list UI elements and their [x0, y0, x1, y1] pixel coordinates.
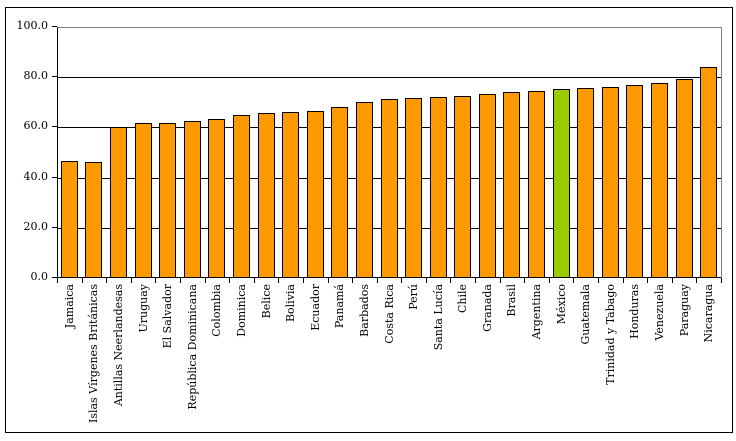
bar: [208, 119, 225, 278]
x-axis-label: Antillas Neerlandesas: [112, 284, 125, 407]
bar: [85, 162, 102, 278]
x-axis-tick: [205, 278, 206, 283]
bar: [503, 92, 520, 278]
bar: [479, 94, 496, 278]
y-axis-tick: [52, 126, 57, 127]
x-axis-label: Granada: [481, 284, 494, 332]
bar: [626, 85, 643, 278]
x-axis-label: Barbados: [358, 284, 371, 337]
x-axis-label: México: [555, 284, 568, 325]
x-axis-label: Perú: [407, 284, 420, 310]
x-axis-label: Brasil: [505, 284, 518, 317]
x-axis-tick: [549, 278, 550, 283]
bar: [577, 88, 594, 278]
bar: [331, 107, 348, 278]
x-axis-label: Chile: [456, 284, 469, 314]
y-axis-tick: [52, 26, 57, 27]
y-axis-line: [57, 27, 58, 279]
x-axis-label: República Dominicana: [186, 284, 199, 410]
x-axis-tick: [426, 278, 427, 283]
x-axis-label: Colombia: [210, 284, 223, 337]
bar: [528, 91, 545, 278]
bar: [651, 83, 668, 278]
x-axis-tick: [328, 278, 329, 283]
x-axis-tick: [106, 278, 107, 283]
bar: [430, 97, 447, 278]
bar: [61, 161, 78, 278]
bar: [110, 127, 127, 278]
y-axis-label: 20.0: [23, 220, 49, 233]
x-axis-label: Uruguay: [137, 284, 150, 333]
x-axis-tick: [573, 278, 574, 283]
bar: [356, 102, 373, 278]
x-axis-label: Venezuela: [653, 284, 666, 341]
x-axis-tick: [82, 278, 83, 283]
x-axis-tick: [450, 278, 451, 283]
x-axis-label: Bolivia: [284, 284, 297, 323]
bar: [405, 98, 422, 278]
x-axis-tick: [500, 278, 501, 283]
x-axis-label: Islas Vírgenes Británicas: [87, 284, 100, 424]
x-axis-label: Ecuador: [309, 284, 322, 331]
x-axis-tick: [180, 278, 181, 283]
x-axis-tick: [647, 278, 648, 283]
x-axis-label: Costa Rica: [383, 284, 396, 344]
bar: [381, 99, 398, 278]
x-axis-tick: [524, 278, 525, 283]
x-axis-tick: [254, 278, 255, 283]
bar: [159, 123, 176, 278]
x-axis-tick: [377, 278, 378, 283]
x-axis-label: Argentina: [530, 284, 543, 340]
x-axis-tick: [475, 278, 476, 283]
gridline-80: [57, 77, 721, 78]
bar: [135, 123, 152, 278]
x-axis-label: Dominica: [235, 284, 248, 337]
x-axis-label: Nicaragua: [702, 284, 715, 343]
x-axis-tick: [57, 278, 58, 283]
x-axis-tick: [155, 278, 156, 283]
x-axis-tick: [721, 278, 722, 283]
x-axis-label: El Salvador: [161, 284, 174, 349]
x-axis-tick: [131, 278, 132, 283]
x-axis-label: Jamaica: [63, 284, 76, 329]
x-axis-tick: [623, 278, 624, 283]
y-axis-tick: [52, 277, 57, 278]
bar: [258, 113, 275, 278]
y-axis-label: 60.0: [23, 119, 49, 132]
y-axis-label: 100.0: [16, 19, 49, 32]
y-axis-label: 0.0: [30, 270, 49, 283]
bar: [676, 79, 693, 278]
bar: [602, 87, 619, 278]
x-axis-label: Panamá: [333, 284, 346, 329]
x-axis-tick: [303, 278, 304, 283]
bar: [700, 67, 717, 278]
x-axis-label: Santa Lucía: [432, 284, 445, 351]
bar: [454, 96, 471, 278]
x-axis-label: Guatemala: [579, 284, 592, 345]
bar: [184, 121, 201, 278]
bar: [233, 115, 250, 278]
x-axis-tick: [229, 278, 230, 283]
y-axis-tick: [52, 177, 57, 178]
bar: [307, 111, 324, 278]
x-axis-tick: [598, 278, 599, 283]
x-axis-tick: [352, 278, 353, 283]
y-axis-label: 80.0: [23, 69, 49, 82]
x-axis-label: Honduras: [628, 284, 641, 339]
bar-highlighted: [553, 89, 570, 278]
y-axis-tick: [52, 76, 57, 77]
x-axis-tick: [278, 278, 279, 283]
x-axis-label: Trinidad y Tabago: [604, 284, 617, 385]
x-axis-line: [57, 277, 721, 278]
x-axis-tick: [401, 278, 402, 283]
bar: [282, 112, 299, 278]
y-axis-tick: [52, 227, 57, 228]
x-axis-label: Belice: [260, 284, 273, 319]
y-axis-label: 40.0: [23, 170, 49, 183]
x-axis-tick: [696, 278, 697, 283]
x-axis-tick: [672, 278, 673, 283]
x-axis-label: Paraguay: [678, 284, 691, 337]
